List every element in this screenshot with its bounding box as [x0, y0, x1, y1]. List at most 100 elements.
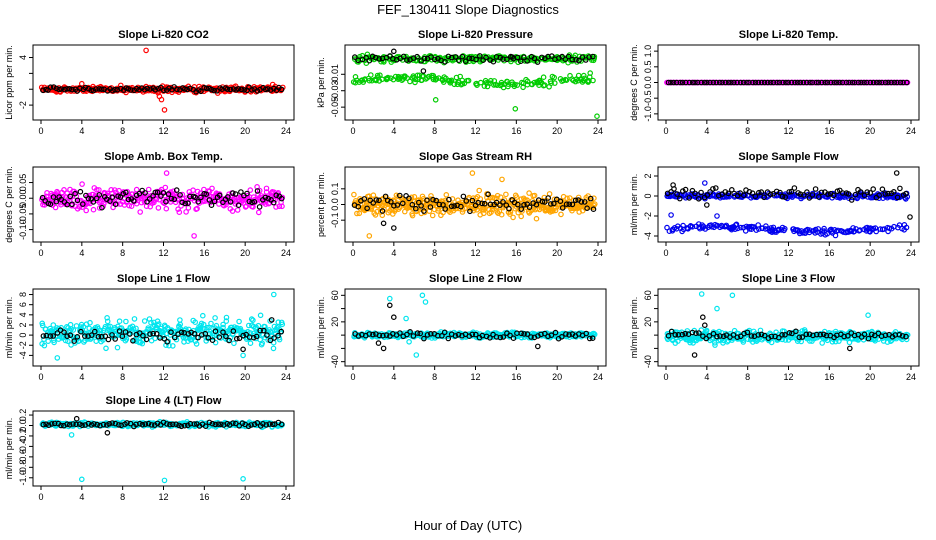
data-point	[424, 75, 431, 81]
data-point	[725, 79, 732, 86]
data-point	[366, 77, 373, 84]
data-point	[781, 225, 788, 232]
data-point	[433, 197, 440, 204]
data-point	[198, 194, 204, 201]
data-point	[185, 205, 192, 211]
x-tick-label: 20	[240, 126, 250, 136]
data-point	[817, 331, 824, 338]
data-point	[714, 333, 720, 340]
data-point	[416, 72, 423, 79]
data-point	[796, 334, 803, 341]
data-point	[686, 195, 693, 201]
data-point	[140, 190, 146, 197]
y-tick-label: 0.0	[643, 76, 653, 89]
data-point	[791, 185, 798, 191]
data-point	[755, 189, 762, 196]
data-point	[512, 81, 518, 88]
data-point	[64, 190, 71, 197]
data-point	[558, 211, 564, 218]
data-point	[439, 332, 445, 339]
data-point	[427, 330, 434, 337]
x-tick-label: 12	[158, 126, 168, 136]
data-point	[163, 205, 170, 212]
x-tick-label: 8	[745, 248, 750, 258]
data-point	[824, 79, 831, 86]
data-point	[591, 201, 598, 207]
data-point	[239, 420, 246, 427]
data-point	[758, 189, 765, 195]
data-point	[812, 230, 818, 236]
data-point	[270, 291, 277, 298]
data-point	[67, 332, 74, 339]
data-point	[256, 204, 263, 210]
data-point	[899, 333, 906, 339]
data-point	[497, 202, 503, 209]
data-point	[401, 208, 408, 215]
data-point	[380, 332, 386, 339]
data-point	[82, 333, 88, 339]
y-tick-label: -1.0	[18, 470, 28, 486]
data-point	[581, 199, 588, 205]
data-point	[746, 79, 752, 86]
data-point	[181, 422, 188, 429]
data-point	[815, 194, 822, 200]
y-axis-label: percent per min.	[316, 172, 326, 237]
data-point	[278, 328, 285, 335]
y-axis-label: ml/min per min.	[316, 297, 326, 359]
data-point	[487, 334, 493, 341]
data-point	[409, 201, 416, 208]
data-point	[106, 420, 113, 427]
data-point	[406, 338, 412, 345]
data-point	[782, 331, 788, 338]
data-point	[152, 87, 159, 93]
data-point	[41, 342, 48, 349]
data-point	[69, 201, 75, 208]
y-tick-label: -1.0	[643, 106, 653, 122]
y-axis-label: ml/min per min.	[4, 297, 14, 359]
data-point	[524, 331, 531, 337]
x-tick-label: 8	[745, 126, 750, 136]
x-tick-label: 16	[199, 372, 209, 382]
data-point	[836, 79, 843, 86]
data-point	[819, 340, 826, 346]
data-point	[378, 205, 385, 212]
x-tick-label: 12	[470, 126, 480, 136]
data-point	[255, 209, 262, 216]
data-point	[514, 54, 521, 61]
data-point	[257, 312, 264, 319]
data-point	[211, 198, 218, 205]
data-point	[713, 79, 720, 86]
data-point	[145, 186, 152, 193]
data-point	[487, 77, 494, 84]
x-tick-label: 0	[38, 372, 43, 382]
x-tick-label: 20	[240, 248, 250, 258]
data-point	[441, 329, 448, 336]
data-point	[266, 421, 273, 427]
data-point	[514, 82, 521, 88]
data-point	[896, 331, 903, 338]
data-point	[436, 201, 443, 208]
data-point	[66, 86, 73, 92]
data-point	[430, 76, 437, 83]
data-point	[550, 200, 557, 207]
x-tick-label: 4	[79, 492, 84, 502]
data-point	[64, 333, 71, 340]
data-point	[429, 212, 436, 219]
data-point	[767, 191, 774, 198]
panel-title: Slope Gas Stream RH	[419, 151, 532, 163]
y-tick-label: 20	[643, 317, 653, 327]
data-point	[195, 334, 201, 341]
data-point	[390, 314, 397, 321]
data-point	[351, 54, 358, 60]
data-point	[260, 327, 267, 334]
x-tick-label: 4	[391, 372, 396, 382]
data-point	[867, 79, 874, 86]
y-tick-label: 2	[643, 173, 653, 178]
data-point	[390, 225, 397, 231]
data-point	[404, 331, 410, 338]
x-tick-label: 24	[281, 248, 291, 258]
data-point	[109, 194, 116, 201]
data-point	[224, 86, 231, 93]
data-point	[64, 86, 70, 92]
